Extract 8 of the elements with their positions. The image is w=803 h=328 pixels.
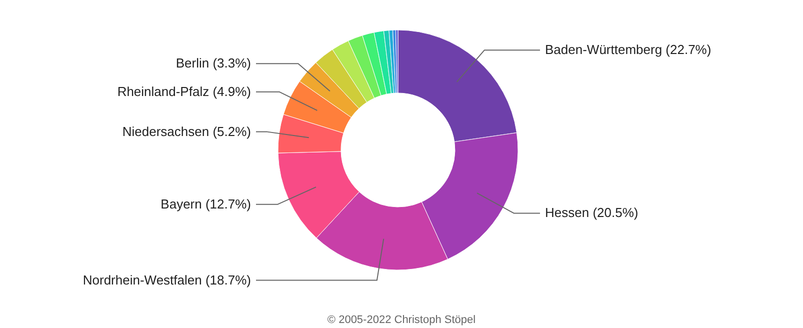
text: © 2005-2022 Christoph Stöpel (327, 314, 476, 326)
slice-label: Baden-Württemberg (22.7%) (545, 42, 712, 58)
slice-label: Nordrhein-Westfalen (18.7%) (82, 272, 251, 288)
slice-label: Rheinland-Pfalz (4.9%) (117, 84, 251, 99)
slice-label: Niedersachsen (5.2%) (122, 124, 251, 139)
slice-label: Bayern (12.7%) (160, 196, 251, 212)
slice-label: Hessen (20.5%) (545, 205, 638, 220)
slice-label: Berlin (3.3%) (176, 56, 251, 71)
